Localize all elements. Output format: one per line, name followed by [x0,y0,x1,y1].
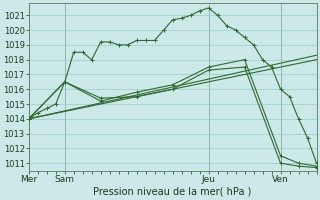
X-axis label: Pression niveau de la mer( hPa ): Pression niveau de la mer( hPa ) [93,187,252,197]
